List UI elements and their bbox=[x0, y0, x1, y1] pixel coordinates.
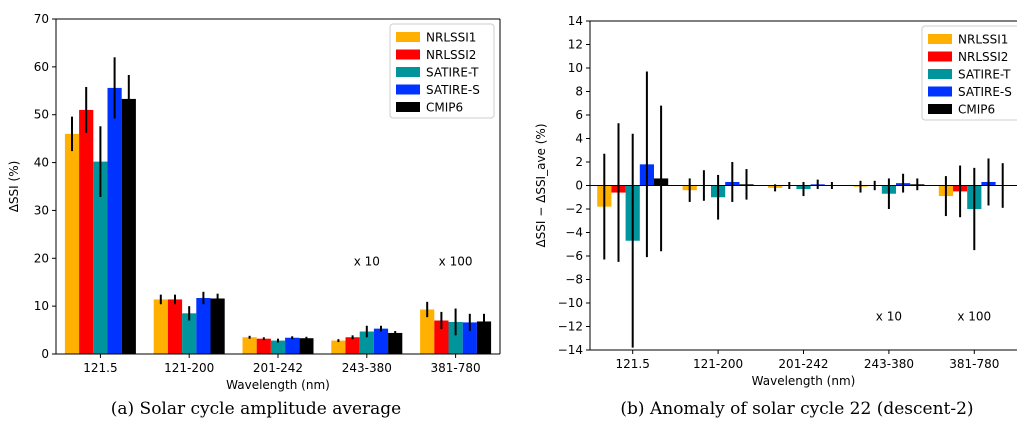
bar-a-satire-s-243-380 bbox=[373, 328, 389, 354]
annotation-b-x-10: x 10 bbox=[876, 310, 902, 324]
ytick-label-a-0: 0 bbox=[41, 347, 49, 361]
legend-label-b-satire-s: SATIRE-S bbox=[958, 85, 1012, 99]
legend-label-a-nrlssi2: NRLSSI2 bbox=[426, 48, 476, 62]
bar-a-cmip6-243-380 bbox=[388, 332, 403, 354]
ytick-label-a-50: 50 bbox=[34, 108, 49, 122]
xtick-label-b-121-200: 121-200 bbox=[693, 357, 743, 371]
xtick-label-a-243-380: 243-380 bbox=[342, 361, 392, 375]
bar-a-nrlssi2-201-242 bbox=[256, 338, 271, 354]
bar-a-satire-t-381-780 bbox=[448, 321, 463, 354]
legend-swatch-b-nrlssi2 bbox=[928, 51, 952, 62]
ytick-label-b-2: −2 bbox=[565, 202, 583, 216]
legend-swatch-b-cmip6 bbox=[928, 104, 952, 114]
xtick-label-b-243-380: 243-380 bbox=[864, 357, 914, 371]
ytick-label-a-70: 70 bbox=[34, 12, 49, 26]
plot-area-b bbox=[590, 71, 1017, 348]
legend-swatch-a-cmip6 bbox=[396, 102, 420, 112]
xtick-label-a-201-242: 201-242 bbox=[253, 361, 303, 375]
legend-label-a-satire-t: SATIRE-T bbox=[426, 66, 479, 80]
ytick-label-b-14: 14 bbox=[568, 14, 583, 28]
ylabel-b: ΔSSI − ΔSSI_ave (%) bbox=[534, 123, 548, 247]
bar-a-satire-s-381-780 bbox=[462, 322, 477, 354]
legend-b: NRLSSI1 NRLSSI2 SATIRE-T SATIRE-S CMIP6 bbox=[921, 25, 1017, 121]
ytick-label-b-8: 8 bbox=[575, 85, 583, 99]
legend-label-a-nrlssi1: NRLSSI1 bbox=[426, 31, 476, 45]
bar-a-satire-t-243-380 bbox=[359, 331, 374, 354]
legend-label-a-satire-s: SATIRE-S bbox=[426, 83, 480, 97]
xlabel-b: Wavelength (nm) bbox=[752, 374, 856, 388]
annotation-b-x-100: x 100 bbox=[957, 310, 991, 324]
xlabel-a: Wavelength (nm) bbox=[226, 378, 330, 392]
ytick-label-b-12: 12 bbox=[568, 38, 583, 52]
xtick-label-a-121-5: 121.5 bbox=[83, 361, 117, 375]
legend-swatch-a-nrlssi1 bbox=[396, 32, 420, 42]
ytick-label-b-2: 2 bbox=[575, 155, 583, 169]
bar-a-satire-t-121-5 bbox=[93, 161, 108, 354]
legend-label-b-satire-t: SATIRE-T bbox=[958, 68, 1011, 82]
bar-a-cmip6-201-242 bbox=[299, 338, 314, 354]
legend-label-b-nrlssi1: NRLSSI1 bbox=[958, 33, 1008, 47]
ytick-label-a-20: 20 bbox=[34, 251, 49, 265]
plot-area-a bbox=[64, 57, 492, 354]
bar-a-satire-t-121-200 bbox=[182, 313, 197, 354]
legend-swatch-a-nrlssi2 bbox=[396, 49, 420, 60]
ytick-label-b-14: −14 bbox=[558, 343, 583, 357]
xtick-label-a-381-780: 381-780 bbox=[431, 361, 481, 375]
bar-a-satire-t-201-242 bbox=[270, 340, 286, 354]
annotation-a-x-10: x 10 bbox=[354, 254, 380, 268]
bar-a-nrlssi2-381-780 bbox=[434, 320, 449, 354]
ytick-label-b-8: −8 bbox=[565, 273, 583, 287]
annotation-a-x-100: x 100 bbox=[439, 254, 473, 268]
bar-a-cmip6-121-200 bbox=[210, 298, 225, 354]
ytick-label-a-40: 40 bbox=[34, 156, 49, 170]
xtick-label-a-121-200: 121-200 bbox=[164, 361, 214, 375]
panel-a: 0 10 20 30 40 50 60 70 121.5 121-200 201-242 243-38… bbox=[7, 12, 501, 419]
xtick-label-b-121-5: 121.5 bbox=[616, 357, 650, 371]
ytick-label-b-4: −4 bbox=[565, 226, 583, 240]
bar-a-nrlssi1-243-380 bbox=[331, 340, 346, 354]
caption-b: (b) Anomaly of solar cycle 22 (descent-2… bbox=[620, 399, 973, 419]
legend-swatch-b-satire-s bbox=[928, 86, 952, 97]
panel-b: −14 −12 −10 −8 −6 −4 −2 0 2 4 6 8 10 12 14 121.5 121-200… bbox=[534, 14, 1017, 419]
legend-label-b-nrlssi2: NRLSSI2 bbox=[958, 50, 1008, 64]
bar-a-satire-s-121-200 bbox=[196, 298, 211, 354]
ytick-label-a-30: 30 bbox=[34, 203, 49, 217]
bar-a-nrlssi2-243-380 bbox=[345, 337, 360, 354]
ytick-label-b-6: 6 bbox=[575, 108, 583, 122]
ytick-label-a-60: 60 bbox=[34, 60, 49, 74]
bar-a-satire-s-201-242 bbox=[285, 337, 300, 354]
bar-a-satire-s-121-5 bbox=[107, 87, 122, 354]
bar-a-nrlssi1-201-242 bbox=[242, 337, 257, 354]
ylabel-a: ΔSSI (%) bbox=[7, 161, 21, 213]
caption-a: (a) Solar cycle amplitude average bbox=[111, 399, 401, 419]
legend-a: NRLSSI1 NRLSSI2 SATIRE-T SATIRE-S CMIP6 bbox=[389, 23, 495, 119]
bar-a-nrlssi1-121-5 bbox=[64, 133, 80, 354]
bar-a-cmip6-381-780 bbox=[476, 321, 492, 354]
xtick-label-b-381-780: 381-780 bbox=[949, 357, 999, 371]
legend-swatch-b-nrlssi1 bbox=[928, 34, 952, 44]
ytick-label-b-0: 0 bbox=[575, 179, 583, 193]
bar-a-nrlssi1-381-780 bbox=[420, 309, 435, 354]
ytick-label-b-6: −6 bbox=[565, 249, 583, 263]
ytick-label-b-10: −10 bbox=[558, 296, 583, 310]
bar-a-nrlssi2-121-200 bbox=[167, 299, 183, 354]
ytick-label-a-10: 10 bbox=[34, 299, 49, 313]
legend-swatch-a-satire-t bbox=[396, 67, 420, 77]
bar-a-cmip6-121-5 bbox=[121, 98, 136, 354]
legend-swatch-a-satire-s bbox=[396, 84, 420, 95]
legend-label-a-cmip6: CMIP6 bbox=[426, 101, 463, 115]
xtick-label-b-201-242: 201-242 bbox=[778, 357, 828, 371]
legend-swatch-b-satire-t bbox=[928, 69, 952, 79]
bar-a-nrlssi1-121-200 bbox=[153, 299, 168, 354]
legend-label-b-cmip6: CMIP6 bbox=[958, 103, 995, 117]
ytick-label-b-4: 4 bbox=[575, 132, 583, 146]
ytick-label-b-10: 10 bbox=[568, 61, 583, 75]
ytick-label-b-12: −12 bbox=[558, 320, 583, 334]
bar-a-nrlssi2-121-5 bbox=[79, 109, 94, 354]
